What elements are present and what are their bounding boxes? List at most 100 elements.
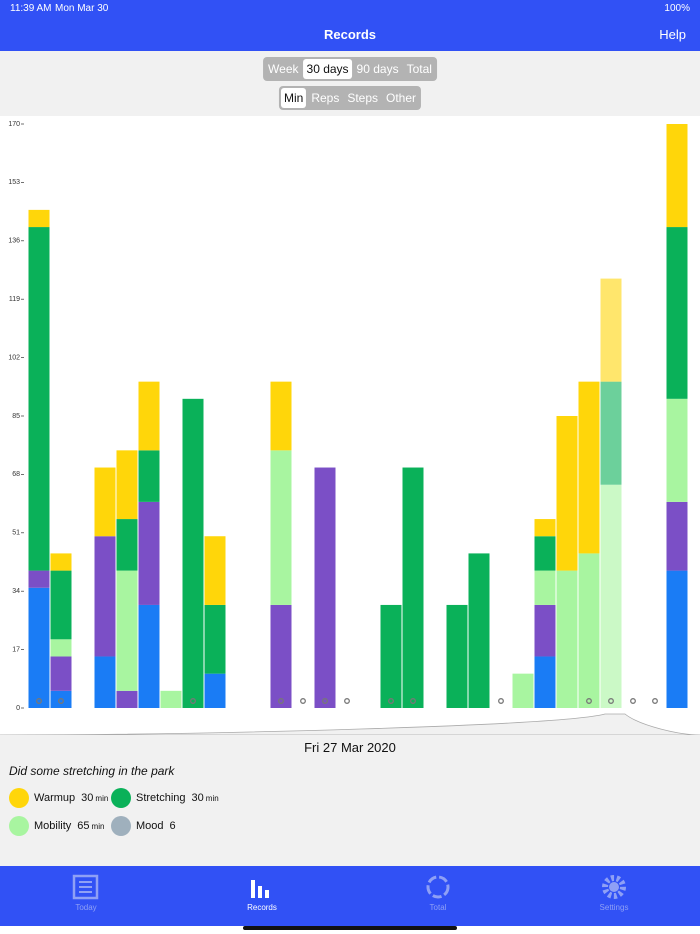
bar-segment [50,570,72,640]
bar-segment [116,690,138,708]
legend-swatch [9,816,29,836]
bar-segment [270,450,292,605]
bar-segment [116,519,138,571]
help-button[interactable]: Help [659,27,686,42]
y-tick-label: 68 [12,471,20,478]
tab-label[interactable]: Settings [599,903,629,912]
bar-segment [204,604,226,674]
bar-segment [116,450,138,520]
y-tick-label: 0 [16,705,20,712]
y-tick-label: 102 [8,354,20,361]
mood-marker [344,698,350,704]
segment-button[interactable]: Total [406,62,432,76]
mood-marker [322,698,328,704]
time: 11:39 AM [10,3,52,14]
legend-unit: min [91,821,105,831]
bar-segment [578,553,600,708]
legend-name: Stretching [136,792,186,804]
mood-marker [36,698,42,704]
detail-date: Fri 27 Mar 2020 [304,740,396,755]
legend-value: 30 [81,792,94,804]
bar-segment [666,501,688,571]
battery: 100% [664,3,690,14]
y-tick-label: 85 [12,413,20,420]
bar-segment [600,381,622,485]
bar-segment [534,570,556,605]
tab-icons [72,874,626,900]
bar-segment [512,673,534,708]
tab-label[interactable]: Total [429,903,447,912]
bar-segment [138,604,160,708]
legend-name: Mobility [34,820,72,832]
legend-swatch [111,788,131,808]
bar-segment [182,398,204,708]
bar-segment [116,570,138,691]
legend-swatch [111,816,131,836]
bar-segment [160,690,182,708]
legend-item: Stretching 30 min [111,788,219,808]
segment-button[interactable]: Min [280,88,307,108]
legend-unit: min [95,793,109,803]
bar-segment [666,570,688,708]
bar-segment [94,656,116,708]
bar-segment [534,656,556,708]
bar-segment [666,124,688,228]
nav-title: Records [323,27,377,42]
bar-segment [138,450,160,502]
period-control: Week 30 days 90 days Total [263,57,437,81]
bar-segment [28,587,50,708]
bar-segment [94,467,116,537]
bar-segment [94,536,116,657]
bar-segment [28,209,50,228]
legend-unit: min [205,793,219,803]
tab-bar: Today Records Total Settings [0,866,700,926]
segment-button[interactable]: Week [268,62,299,76]
segment-button[interactable]: 30 days [303,59,352,79]
segment-button[interactable]: Steps [347,91,379,105]
y-tick-label: 119 [9,296,20,303]
date: Mon Mar 30 [55,3,109,14]
tab-label[interactable]: Today [75,903,97,912]
bar-segment [314,467,336,708]
home-indicator [243,926,457,930]
mood-marker [278,698,284,704]
metric-control: Min Reps Steps Other [278,86,422,110]
bar-segment [50,639,72,657]
legend-swatch [9,788,29,808]
detail-panel: Fri 27 Mar 2020 Did some stretching in t… [0,735,700,866]
bar-segment [50,656,72,691]
segment-button[interactable]: Other [386,91,417,105]
bar-segment [380,604,402,708]
bar-segment [270,381,292,451]
chart: 0 17 34 51 68 85 102 119 136 153 170 [0,121,700,735]
bar-segment [556,416,578,571]
y-tick-label: 51 [12,530,20,537]
bar-segment [534,604,556,657]
legend-name: Mood [136,820,164,832]
y-tick-label: 17 [12,646,20,653]
y-tick-label: 153 [8,179,20,186]
bar-segment [50,553,72,571]
bar-segment [402,467,424,708]
mood-marker [190,698,196,704]
mood-marker [652,698,658,704]
bar-segment [578,381,600,554]
bar-segment [534,519,556,537]
tab-label[interactable]: Records [247,903,277,912]
segment-button[interactable]: 90 days [356,62,399,76]
bar-segment [270,604,292,708]
mood-marker [300,698,306,704]
bar-segment [204,536,226,605]
bar-segment [468,553,490,708]
mood-marker [630,698,636,704]
bar-segment [138,501,160,605]
legend-value: 30 [191,792,204,804]
mood-marker [608,698,614,704]
legend-item: Mood 6 [111,816,176,836]
detail-note: Did some stretching in the park [9,764,175,778]
segment-button[interactable]: Reps [311,91,340,105]
mood-marker [388,698,394,704]
bar-segment [28,570,50,588]
bar-segment [666,227,688,399]
